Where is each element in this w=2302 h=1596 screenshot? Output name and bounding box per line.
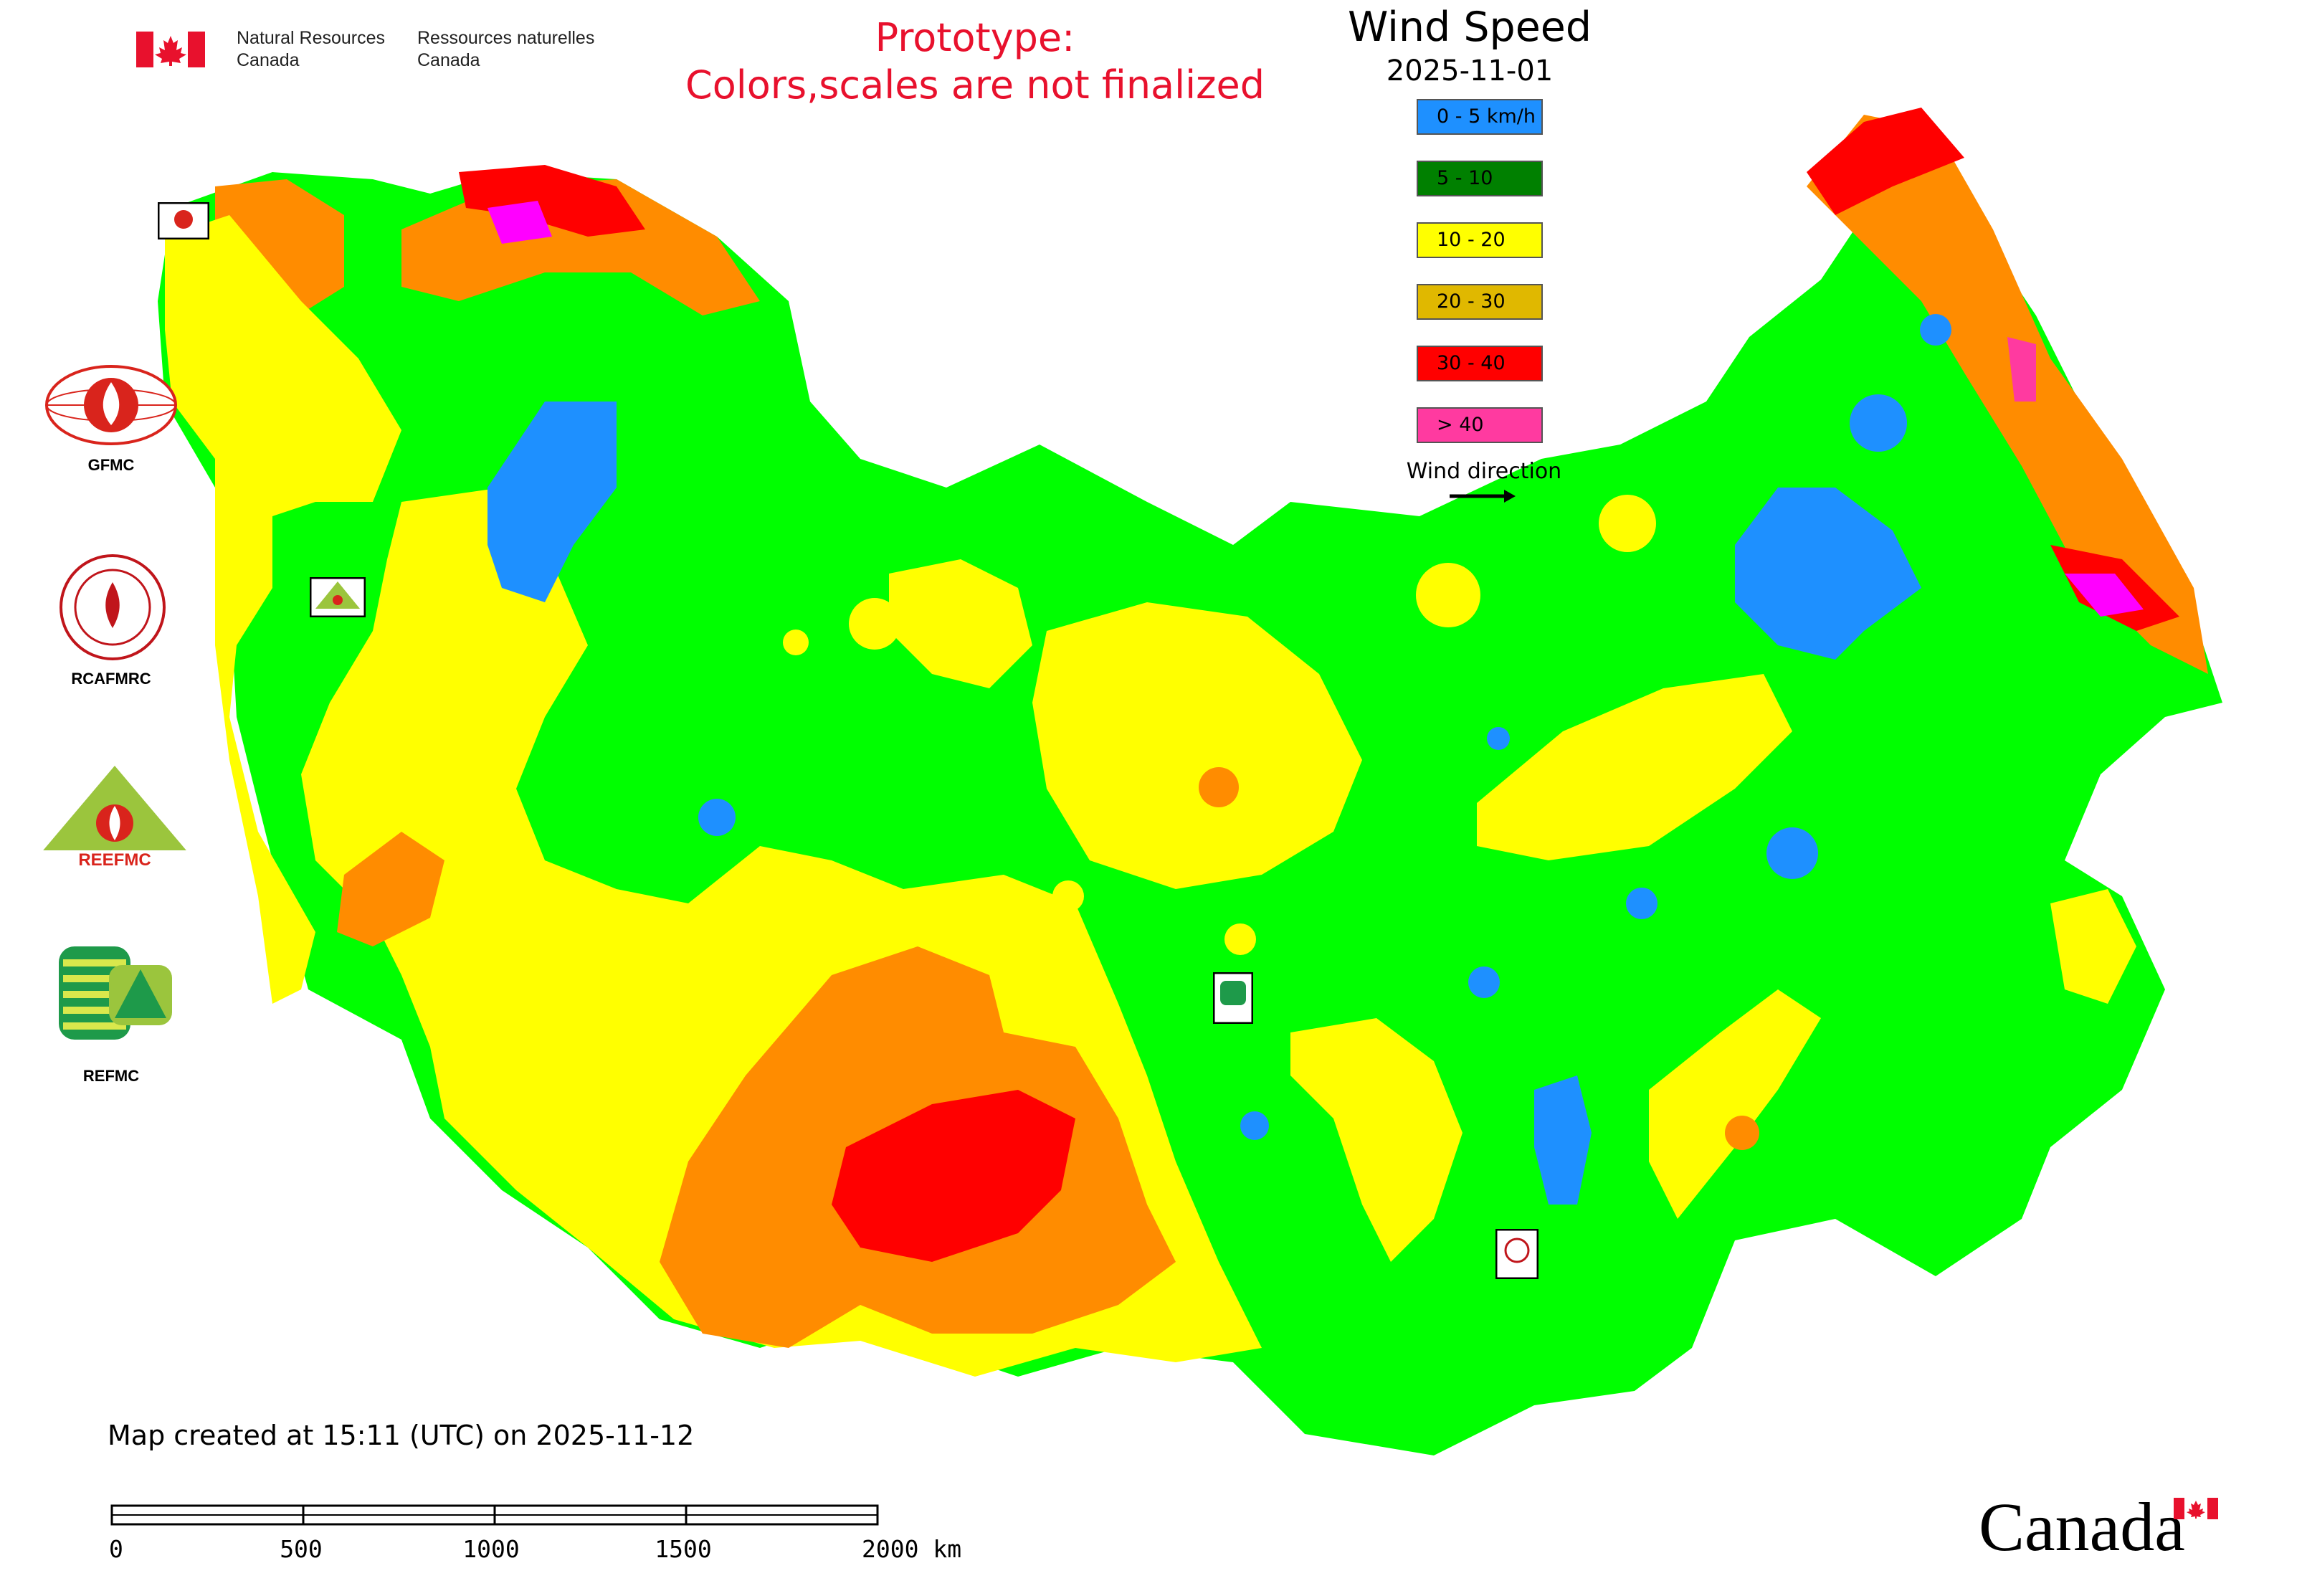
nrcan-en-line1: Natural Resources — [237, 28, 386, 48]
zone-magenta-kamchatka — [2065, 574, 2144, 617]
scale-tick-label: 500 — [280, 1535, 323, 1563]
legend-class-2: 10 - 20 — [1417, 222, 1543, 258]
calm-spot — [1468, 966, 1500, 998]
zone-magenta-north — [487, 201, 552, 244]
refmc-emblem-icon — [59, 946, 172, 1040]
zone-blue-northwest — [487, 402, 617, 602]
rcafmrc-emblem-icon — [60, 554, 166, 660]
calm-spot — [1850, 394, 1907, 452]
legend-class-4: 30 - 40 — [1417, 346, 1543, 381]
rcafmrc-logo — [59, 554, 166, 661]
rcafmrc-label: RCAFMRC — [71, 670, 151, 688]
zone-orange-northwest — [215, 179, 344, 323]
prototype-line2: Colors,scales are not finalized — [685, 62, 1265, 108]
wind-spot-orange — [1725, 1116, 1759, 1150]
legend-class-0: 0 - 5 km/h — [1417, 99, 1543, 135]
gfmc-logo — [43, 362, 179, 448]
wind-spot-orange — [1199, 767, 1239, 807]
refmc-map-marker — [1213, 972, 1253, 1024]
gfmc-emblem-icon — [45, 365, 177, 445]
reefmc-wordmark: REEFMC — [78, 850, 151, 870]
gfmc-map-marker — [158, 202, 209, 239]
canada-flag-icon — [136, 32, 205, 67]
calm-spot — [1782, 599, 1831, 648]
calm-spot — [1920, 314, 1951, 346]
nrcan-fr-line1: Ressources naturelles — [417, 28, 595, 48]
nrcan-french: Ressources naturelles Canada — [417, 27, 594, 72]
calm-spot — [1626, 888, 1657, 919]
nrcan-english: Natural Resources Canada — [237, 27, 385, 72]
refmc-label: REFMC — [82, 1067, 140, 1085]
landmass-kamchatka — [1807, 115, 2208, 674]
legend-class-1: 5 - 10 — [1417, 161, 1543, 196]
wind-spot-yellow — [1224, 923, 1256, 955]
wind-direction-label: Wind direction — [1406, 459, 1562, 484]
canada-wordmark-text: Canada — [1979, 1488, 2185, 1565]
zone-orange-west — [337, 832, 444, 946]
legend-date: 2025-11-01 — [1386, 54, 1554, 87]
legend-class-3: 20 - 30 — [1417, 284, 1543, 320]
wind-spot-yellow — [849, 598, 900, 650]
wind-spot-yellow — [1416, 563, 1480, 627]
scale-tick-labels: 0 500 1000 1500 2000 km — [109, 1535, 961, 1563]
scale-tick-label: 0 — [109, 1535, 123, 1563]
zone-yellow-west — [165, 215, 401, 1004]
legend-class-5: > 40 — [1417, 407, 1543, 443]
zone-blue-baikal — [1534, 1075, 1592, 1205]
map-created-timestamp: Map created at 15:11 (UTC) on 2025-11-12 — [108, 1420, 695, 1451]
nrcan-fr-line2: Canada — [417, 50, 480, 70]
wind-direction-arrow-icon — [1450, 490, 1516, 503]
nrcan-en-line2: Canada — [237, 50, 300, 70]
zone-red-kamchatka — [1807, 108, 1964, 215]
wind-spot-yellow — [1052, 880, 1084, 912]
zone-magenta-east — [2007, 337, 2036, 402]
scale-bar: 0 500 1000 1500 2000 km — [109, 1504, 961, 1563]
zone-blue-east-large — [1735, 488, 1921, 660]
prototype-line1: Prototype: — [875, 15, 1075, 60]
zone-yellow-east — [1477, 674, 1792, 860]
zone-red-north — [459, 165, 645, 237]
wind-spot-yellow — [1599, 495, 1656, 552]
refmc-logo — [59, 946, 173, 1040]
scale-tick-label: 2000 km — [862, 1535, 961, 1563]
reefmc-map-marker — [310, 577, 366, 617]
rcafmrc-map-marker — [1495, 1229, 1538, 1279]
zone-yellow-far-east — [2050, 889, 2136, 1004]
zone-yellow-southeast — [1649, 989, 1821, 1219]
legend-title: Wind Speed — [1347, 4, 1592, 51]
nrcan-signature: Natural Resources Canada Ressources natu… — [136, 27, 609, 77]
canada-wordmark: Canada — [1979, 1488, 2222, 1567]
gfmc-label: GFMC — [87, 456, 135, 474]
zone-yellow-north-central — [889, 559, 1032, 688]
zone-yellow-central — [1032, 602, 1362, 889]
calm-spot — [1487, 727, 1510, 750]
scale-tick-label: 1500 — [655, 1535, 711, 1563]
calm-spot — [1766, 827, 1818, 879]
reefmc-emblem-icon: REEFMC — [36, 766, 194, 870]
calm-spot — [1240, 1111, 1269, 1140]
wind-spot-yellow — [783, 630, 809, 655]
calm-spot — [698, 799, 736, 836]
zone-red-south — [832, 1090, 1075, 1262]
reefmc-logo: REEFMC — [36, 766, 194, 873]
zone-yellow-south-central — [1290, 1018, 1462, 1262]
prototype-notice: Prototype: Colors,scales are not finaliz… — [545, 14, 1405, 109]
scale-tick-label: 1000 — [462, 1535, 519, 1563]
canada-wordmark-flag-icon — [2174, 1498, 2218, 1519]
